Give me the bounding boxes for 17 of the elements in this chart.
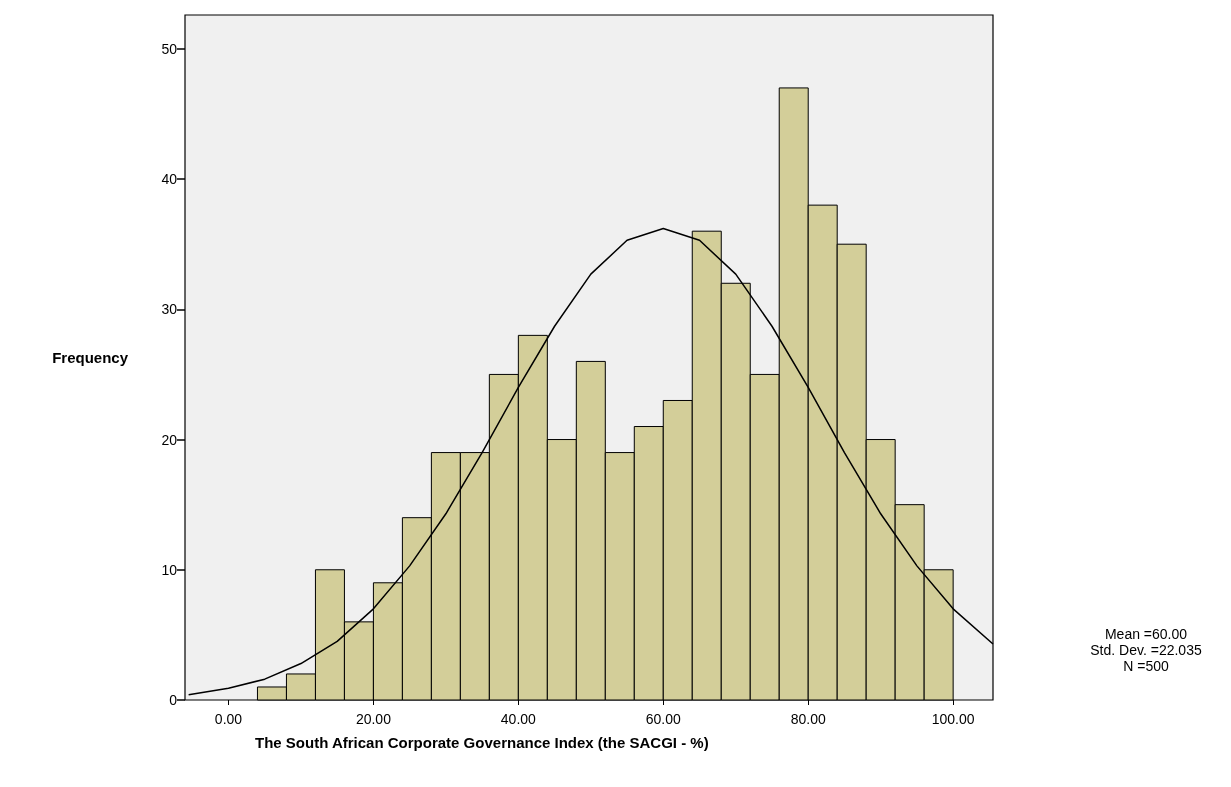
text: N =500 xyxy=(1123,658,1169,674)
y-axis-title: Frequency xyxy=(52,349,129,366)
text: Mean =60.00 xyxy=(1104,626,1188,642)
text: Std. Dev. =22.035 xyxy=(1090,642,1202,658)
y-tick-label: 0 xyxy=(169,692,178,708)
x-tick-label: 40.00 xyxy=(500,711,537,727)
y-tick-label: 50 xyxy=(161,40,178,57)
y-tick-label: 10 xyxy=(161,561,178,578)
y-tick-label: 30 xyxy=(161,301,178,318)
y-tick-label: 40 xyxy=(161,171,178,188)
x-tick-label: 0.00 xyxy=(214,711,243,727)
x-tick-label: 100.00 xyxy=(931,711,975,727)
x-axis-title: The South African Corporate Governance Index (the SACGI - %) xyxy=(255,734,709,751)
y-tick-label: 20 xyxy=(161,431,178,448)
x-tick-label: 60.00 xyxy=(645,711,681,727)
x-tick-label: 20.00 xyxy=(355,711,392,727)
x-tick-label: 80.00 xyxy=(790,711,826,727)
